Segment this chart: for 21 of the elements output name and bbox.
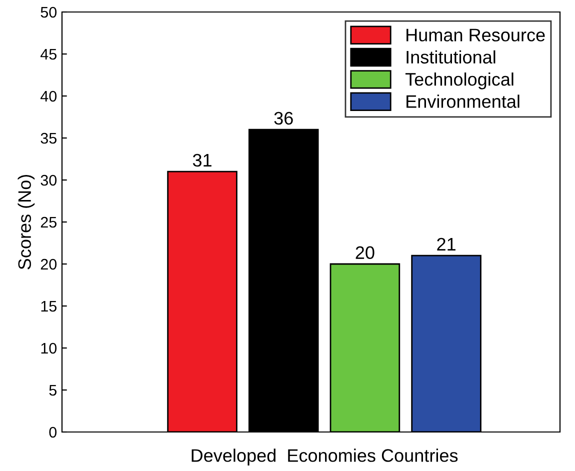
legend-label: Institutional bbox=[406, 50, 496, 64]
data-label: 31 bbox=[192, 154, 212, 167]
data-label: 21 bbox=[437, 238, 456, 250]
data-label: 20 bbox=[356, 246, 374, 260]
y-tick-label: 0 bbox=[49, 426, 57, 438]
y-axis-title: Scores (No) bbox=[18, 174, 35, 270]
y-tick-label: 40 bbox=[40, 90, 57, 102]
legend-label: Human Resource bbox=[406, 28, 545, 42]
y-tick-label: 35 bbox=[40, 132, 56, 144]
legend-label: Technological bbox=[405, 72, 514, 90]
y-tick-label: 45 bbox=[40, 49, 56, 60]
legend-label: Environmental bbox=[406, 94, 520, 108]
y-tick-label: 50 bbox=[40, 6, 57, 18]
y-tick-label: 5 bbox=[49, 385, 56, 396]
y-tick-label: 30 bbox=[40, 174, 57, 186]
y-tick-label: 25 bbox=[40, 216, 56, 228]
x-tick-label: Developed Economies Countries bbox=[192, 448, 458, 466]
data-label: 36 bbox=[274, 112, 293, 125]
y-tick-label: 20 bbox=[40, 258, 57, 270]
y-tick-label: 15 bbox=[41, 301, 56, 312]
y-tick-label: 10 bbox=[41, 342, 57, 354]
